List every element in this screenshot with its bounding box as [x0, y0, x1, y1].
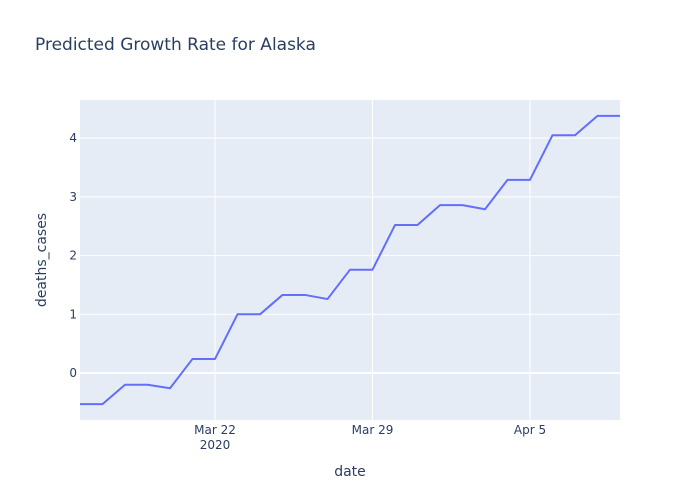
y-tick-label: 0	[69, 366, 77, 380]
x-tick-label: Mar 29	[352, 423, 394, 437]
series-line	[80, 114, 620, 406]
plot-area	[80, 100, 620, 420]
y-tick-label: 4	[69, 131, 77, 145]
y-axis-ticks: 0 1 2 3 4	[69, 131, 77, 380]
x-tick-year-label: 2020	[200, 438, 231, 452]
series-line-group	[80, 114, 620, 406]
chart-title: Predicted Growth Rate for Alaska	[35, 35, 316, 55]
x-tick-label: Apr 5	[514, 423, 546, 437]
x-gridlines	[214, 100, 531, 420]
x-tick-label: Mar 22	[194, 423, 236, 437]
x-axis-title: date	[334, 464, 366, 480]
y-gridlines	[80, 137, 620, 315]
y-axis-title: deaths_cases	[34, 213, 50, 307]
y-tick-label: 1	[69, 307, 77, 321]
y-tick-label: 2	[69, 249, 77, 263]
y-tick-label: 3	[69, 190, 77, 204]
